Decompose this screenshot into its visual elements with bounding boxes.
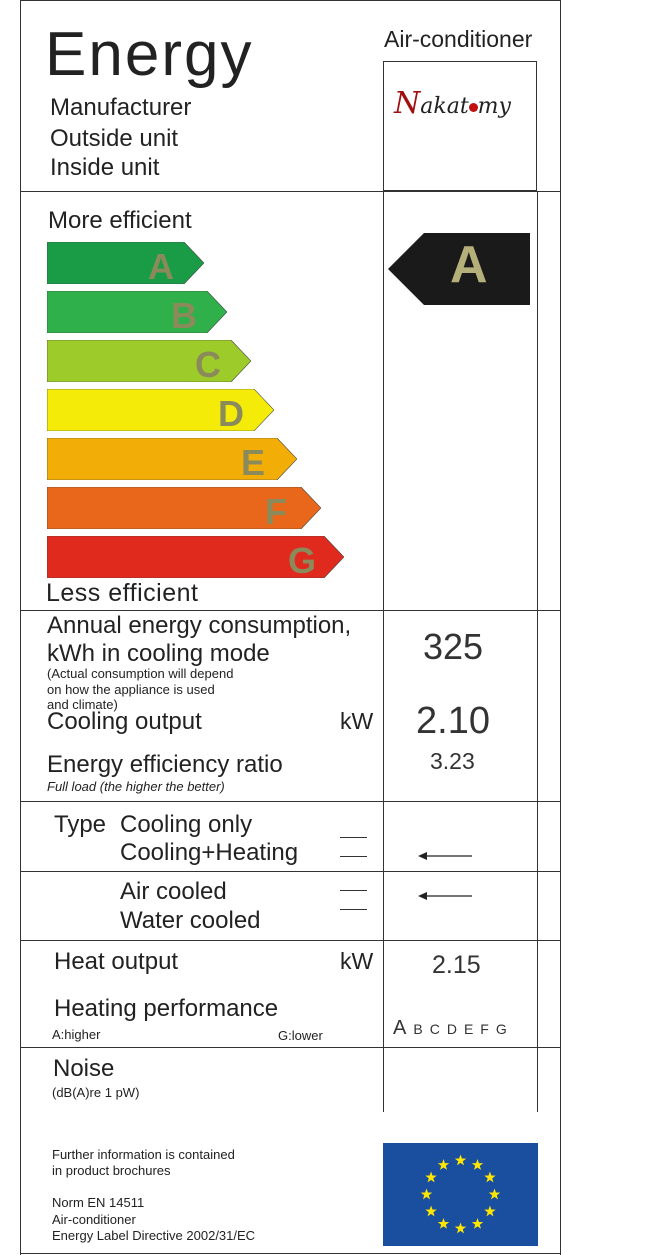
- field-manufacturer: Manufacturer: [50, 94, 192, 121]
- heating-lower-label: G:lower: [278, 1028, 323, 1043]
- medium-option-water: Water cooled: [120, 907, 261, 934]
- type-selected-arrow: [418, 849, 474, 867]
- efficiency-bar-letter: G: [288, 540, 317, 581]
- rating-arrow: A: [388, 233, 530, 310]
- eer-sublabel: Full load (the higher the better): [47, 779, 225, 794]
- eu-star-icon: [471, 1159, 484, 1170]
- efficiency-bar-a: A: [47, 242, 204, 287]
- efficiency-bar-letter: E: [241, 442, 266, 483]
- brand-box: Nakat my: [383, 61, 537, 191]
- divider-eer: [20, 801, 561, 802]
- efficiency-bar-c: C: [47, 340, 251, 385]
- divider-scale: [20, 610, 561, 611]
- heat-output-label: Heat output: [54, 948, 179, 975]
- medium-option-air: Air cooled: [120, 878, 227, 905]
- consumption-label-2: kWh in cooling mode: [47, 640, 270, 667]
- eu-star-icon: [484, 1171, 496, 1183]
- type-option-cooling-heating: Cooling+Heating: [120, 839, 299, 866]
- field-inside-unit: Inside unit: [50, 154, 160, 181]
- eu-star-icon: [425, 1205, 437, 1217]
- efficiency-bar-letter: A: [148, 246, 174, 287]
- rating-letter: A: [450, 236, 488, 294]
- eu-star-icon: [488, 1188, 501, 1200]
- eu-star-icon: [454, 1222, 467, 1234]
- more-efficient-label: More efficient: [48, 207, 192, 234]
- divider-medium: [20, 940, 561, 941]
- medium-checkbox-2: [340, 909, 367, 910]
- efficiency-bar-e: E: [47, 438, 297, 483]
- efficiency-bar-letter: F: [265, 491, 287, 532]
- column-divider-right: [537, 191, 538, 1112]
- eer-value: 3.23: [430, 748, 475, 774]
- footer-product: Air-conditioner: [52, 1212, 136, 1227]
- efficiency-bar-d: D: [47, 389, 274, 434]
- efficiency-bar-f: F: [47, 487, 321, 532]
- consumption-label-1: Annual energy consumption,: [47, 612, 352, 639]
- brand-logo-dot: [468, 102, 478, 112]
- less-efficient-label: Less efficient: [46, 579, 199, 607]
- type-checkbox-1: [340, 837, 367, 838]
- column-divider: [383, 191, 384, 1112]
- eu-star-icon: [454, 1154, 467, 1166]
- frame-left: [20, 0, 21, 1255]
- eer-label: Energy efficiency ratio: [47, 751, 283, 778]
- product-type: Air-conditioner: [384, 26, 533, 52]
- eu-star-icon: [437, 1217, 450, 1229]
- medium-checkbox-1: [340, 890, 367, 891]
- efficiency-bar-letter: C: [195, 344, 221, 385]
- heating-scale-c: C: [429, 1021, 440, 1037]
- field-outside-unit: Outside unit: [50, 125, 179, 152]
- noise-label: Noise: [53, 1055, 115, 1082]
- frame-top: [20, 0, 561, 1]
- heating-scale-a: A: [393, 1017, 407, 1039]
- heating-scale-d: D: [446, 1021, 457, 1037]
- type-label: Type: [54, 811, 107, 838]
- eu-star-icon: [420, 1188, 433, 1200]
- cooling-output-label: Cooling output: [47, 708, 202, 735]
- eu-flag: [383, 1143, 538, 1246]
- heating-scale-g: G: [495, 1021, 507, 1037]
- divider-type: [20, 871, 561, 872]
- consumption-note-2: on how the appliance is used: [47, 682, 215, 697]
- cooling-output-unit: kW: [340, 708, 374, 734]
- heating-performance-label: Heating performance: [54, 995, 279, 1022]
- heat-output-unit: kW: [340, 948, 374, 974]
- label-title: Energy: [45, 20, 254, 89]
- brand-logo: Nakat my: [394, 86, 511, 121]
- consumption-note-1: (Actual consumption will depend: [47, 666, 234, 681]
- footer-info-1: Further information is contained: [52, 1147, 235, 1162]
- heating-scale-b: B: [413, 1021, 423, 1037]
- footer-info-2: in product brochures: [52, 1163, 171, 1178]
- heating-scale-e: E: [463, 1021, 474, 1037]
- efficiency-bar-b: B: [47, 291, 227, 336]
- heating-higher-label: A:higher: [52, 1027, 101, 1042]
- divider-heat: [20, 1047, 561, 1048]
- eu-star-icon: [437, 1159, 450, 1170]
- consumption-value: 325: [423, 626, 484, 667]
- efficiency-bar-letter: D: [218, 393, 244, 434]
- footer-norm: Norm EN 14511: [52, 1195, 145, 1210]
- efficiency-bar-g: G: [47, 536, 344, 581]
- eu-star-icon: [471, 1217, 484, 1229]
- eu-star-icon: [484, 1205, 496, 1217]
- heat-output-value: 2.15: [432, 951, 481, 979]
- divider-header: [20, 191, 561, 192]
- consumption-note-3: and climate): [47, 697, 118, 712]
- type-option-cooling-only: Cooling only: [120, 811, 253, 838]
- footer-directive: Energy Label Directive 2002/31/EC: [52, 1228, 256, 1243]
- brand-logo-initial: N: [394, 86, 421, 121]
- eu-star-icon: [425, 1171, 437, 1183]
- type-checkbox-2: [340, 856, 367, 857]
- heating-scale-f: F: [480, 1021, 489, 1037]
- frame-right: [560, 0, 561, 1255]
- frame-bottom: [20, 1253, 561, 1254]
- noise-unit: (dB(A)re 1 pW): [52, 1085, 140, 1100]
- efficiency-bar-letter: B: [171, 295, 197, 336]
- cooling-output-value: 2.10: [416, 700, 490, 742]
- medium-selected-arrow: [418, 889, 474, 907]
